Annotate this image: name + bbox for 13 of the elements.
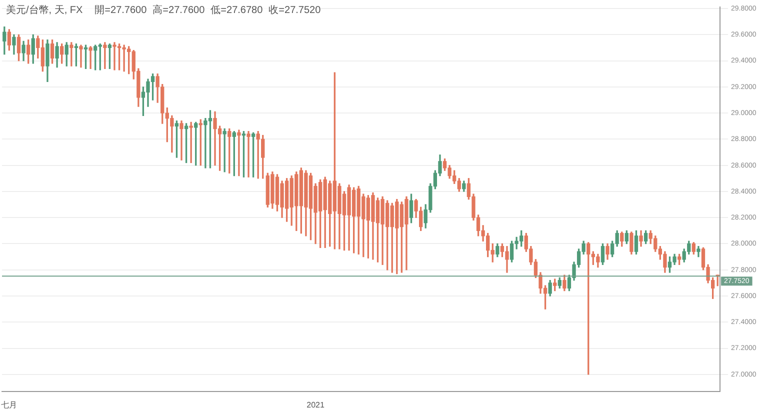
candlestick [189, 122, 193, 164]
candlestick [88, 46, 92, 69]
candlestick [237, 130, 241, 176]
x-tick-label: 2021 [306, 400, 325, 410]
chart-title: 美元/台幣, 天, FX [6, 4, 83, 17]
candlestick [79, 44, 83, 68]
x-tick-label: 七月 [1, 400, 18, 410]
candlestick [246, 131, 250, 178]
candlestick [180, 120, 184, 160]
annotation: 收=27.7520 [268, 4, 321, 17]
annotation: 高=27.7600 [152, 4, 205, 17]
annotation: 開=27.7600 [94, 4, 147, 17]
annotation: 低=27.6780 [210, 4, 263, 17]
